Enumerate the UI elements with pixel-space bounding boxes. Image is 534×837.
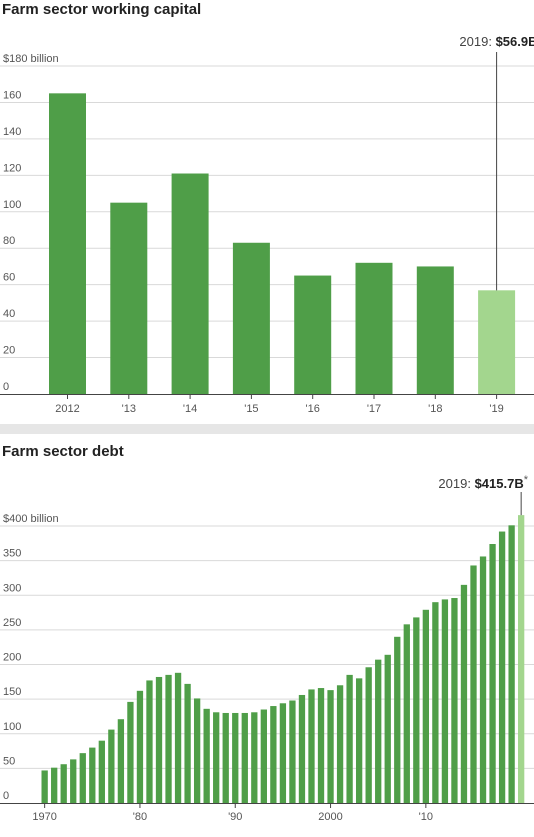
x-tick-label: '18 <box>428 403 442 415</box>
y-tick-label: 120 <box>3 162 21 174</box>
bar <box>317 688 325 803</box>
bar <box>355 262 393 394</box>
bar <box>403 624 410 803</box>
section-divider <box>0 424 534 434</box>
x-tick-label: '13 <box>122 403 136 415</box>
bar <box>518 515 525 803</box>
working-capital-title: Farm sector working capital <box>2 1 202 18</box>
y-tick-label: 200 <box>3 652 21 664</box>
working-capital-chart: 0 20 40 60 80 100 120 140 160 $180 billion 2012 '13… <box>0 32 534 415</box>
y-tick-label: 160 <box>3 89 21 101</box>
bar <box>416 266 454 394</box>
bar <box>384 654 391 803</box>
bar <box>260 709 267 803</box>
bar <box>203 708 210 803</box>
annotation-label: 2019: $415.7B* <box>438 474 528 491</box>
x-tick-label: '17 <box>367 403 381 415</box>
bar <box>251 712 258 803</box>
bar <box>165 674 172 803</box>
bar <box>479 556 487 803</box>
bar <box>441 599 449 803</box>
bar <box>298 694 306 803</box>
bar <box>413 617 420 803</box>
bar <box>136 690 144 803</box>
bar <box>308 689 315 803</box>
bar <box>232 712 239 803</box>
bar <box>508 525 515 803</box>
x-tick-label: '16 <box>306 403 320 415</box>
y-tick-label: 20 <box>3 345 15 357</box>
bar <box>51 767 58 803</box>
bar <box>432 602 439 803</box>
bar <box>270 706 277 803</box>
y-tick-label: 150 <box>3 686 21 698</box>
y-tick-label: 140 <box>3 126 21 138</box>
bar <box>70 759 77 803</box>
bar <box>241 712 248 803</box>
bar <box>60 764 67 803</box>
bar <box>174 672 182 803</box>
x-tick-label: '15 <box>244 403 258 415</box>
bar <box>232 242 270 394</box>
bar <box>41 770 48 803</box>
bar <box>336 685 344 803</box>
y-tick-label: $180 billion <box>3 53 59 65</box>
bar <box>422 609 429 803</box>
y-tick-label: 100 <box>3 721 21 733</box>
bar <box>346 674 353 803</box>
debt-title: Farm sector debt <box>2 443 124 460</box>
bar <box>355 678 363 803</box>
x-tick-label: '10 <box>419 811 433 823</box>
x-tick-label: 2000 <box>318 811 342 823</box>
bar <box>394 636 401 803</box>
bar <box>478 290 516 394</box>
x-tick-label: '19 <box>489 403 503 415</box>
x-tick-label: '80 <box>133 811 147 823</box>
bar <box>222 712 229 803</box>
bar <box>108 729 115 803</box>
bar <box>498 531 506 803</box>
bar <box>184 683 191 803</box>
bar <box>294 275 332 394</box>
x-tick-label: '14 <box>183 403 197 415</box>
bar <box>460 584 468 803</box>
bar <box>155 676 163 803</box>
y-tick-label: 250 <box>3 617 21 629</box>
y-tick-label: $400 billion <box>3 513 59 525</box>
y-tick-label: 0 <box>3 790 9 802</box>
bar <box>451 598 458 803</box>
y-tick-label: 60 <box>3 272 15 284</box>
bar <box>375 659 382 803</box>
x-tick-label: 2012 <box>55 403 79 415</box>
bar <box>327 690 334 803</box>
bar <box>171 173 209 394</box>
bar <box>79 753 86 803</box>
y-tick-label: 100 <box>3 199 21 211</box>
bar <box>110 202 148 394</box>
y-tick-label: 300 <box>3 582 21 594</box>
y-tick-label: 80 <box>3 235 15 247</box>
y-tick-label: 40 <box>3 308 15 320</box>
bar <box>213 712 220 803</box>
x-tick-label: '90 <box>228 811 242 823</box>
x-tick-label: 1970 <box>32 811 56 823</box>
bar <box>146 680 153 803</box>
bar <box>279 703 287 803</box>
y-tick-label: 350 <box>3 548 21 560</box>
bar <box>49 93 86 394</box>
bar <box>127 701 134 803</box>
bar <box>89 747 96 803</box>
bar <box>117 719 125 803</box>
y-tick-label: 50 <box>3 755 15 767</box>
bar <box>365 667 372 803</box>
bar <box>193 698 201 803</box>
bar <box>489 544 496 803</box>
bar <box>470 565 477 803</box>
annotation-label: 2019: $56.9B* <box>459 32 534 49</box>
bar <box>289 700 296 803</box>
y-tick-label: 0 <box>3 381 9 393</box>
bar <box>98 740 105 803</box>
